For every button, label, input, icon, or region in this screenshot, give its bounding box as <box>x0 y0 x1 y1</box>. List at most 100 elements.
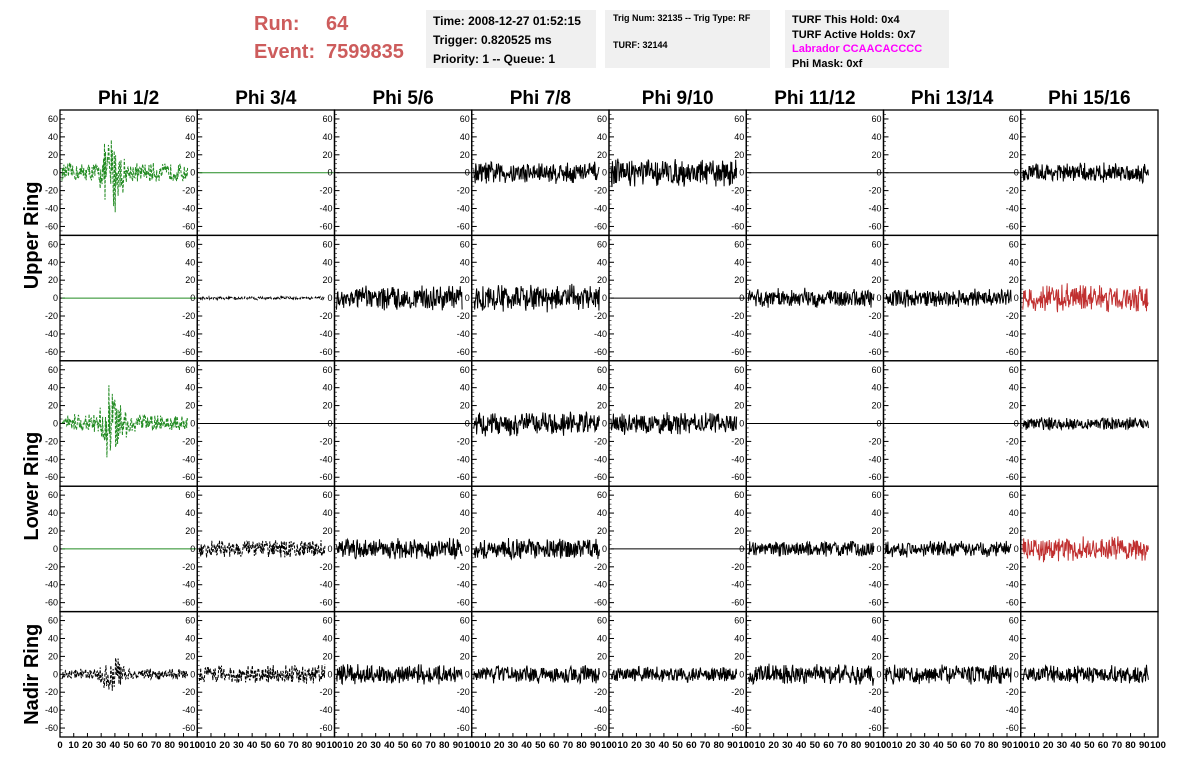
y-tick-label: -20 <box>1006 436 1019 446</box>
y-tick-label: 0 <box>602 293 607 303</box>
column-header: Phi 9/10 <box>642 88 714 109</box>
y-tick-label: -40 <box>182 454 195 464</box>
waveform-panel: 60 40 20 0 -20 -40 -60 <box>731 234 885 362</box>
y-tick-label: -40 <box>1006 580 1019 590</box>
y-tick-label: -20 <box>1006 186 1019 196</box>
y-tick-label: -20 <box>731 687 744 697</box>
x-tick-label: 20 <box>357 740 368 751</box>
waveform-panel: 60 40 20 0 -20 -40 -60 <box>319 360 473 487</box>
y-tick-label: 40 <box>734 633 744 643</box>
waveform-panel: 60 40 20 0 -20 -40 -60 <box>731 109 885 237</box>
y-tick-label: -60 <box>319 598 332 608</box>
y-tick-label: 60 <box>460 114 470 124</box>
x-tick-label: 10 <box>755 740 766 751</box>
y-tick-label: 20 <box>871 651 881 661</box>
y-tick-label: -40 <box>457 705 470 715</box>
y-tick-label: 20 <box>185 526 195 536</box>
x-tick-label: 60 <box>686 740 697 751</box>
phi-mask-text: Phi Mask: 0xf <box>792 57 863 70</box>
trigger-info-box: Trig Num: 32135 -- Trig Type: RF TURF: 3… <box>605 10 770 68</box>
y-tick-label: -60 <box>457 598 470 608</box>
y-tick-label: -40 <box>868 204 881 214</box>
column-header: Phi 5/6 <box>373 88 434 109</box>
x-tick-label: 50 <box>672 740 683 751</box>
x-tick-label: 90 <box>453 740 464 751</box>
y-tick-label: 60 <box>48 490 58 500</box>
waveform-panel: 60 40 20 0 -20 -40 -60 <box>182 109 336 237</box>
y-tick-label: -20 <box>868 687 881 697</box>
waveform-panel: 60 40 20 0 -20 -40 -60 <box>868 485 1022 613</box>
waveform-trace <box>61 139 189 213</box>
turf-hold-text: TURF This Hold: 0x4 <box>792 14 900 26</box>
y-tick-label: 20 <box>48 526 58 536</box>
x-tick-label: 70 <box>288 740 299 751</box>
y-tick-label: 0 <box>876 669 881 679</box>
y-tick-label: 40 <box>185 132 195 142</box>
y-tick-label: -40 <box>182 204 195 214</box>
y-tick-label: 60 <box>322 114 332 124</box>
y-tick-label: 60 <box>185 365 195 375</box>
y-tick-label: -20 <box>457 562 470 572</box>
y-tick-label: 20 <box>1009 526 1019 536</box>
y-tick-label: 40 <box>48 257 58 267</box>
y-tick-label: 0 <box>190 544 195 554</box>
y-tick-label: -60 <box>319 347 332 357</box>
y-tick-label: -60 <box>868 598 881 608</box>
y-tick-label: 0 <box>1014 168 1019 178</box>
x-tick-label: 60 <box>274 740 285 751</box>
x-tick-label: 20 <box>494 740 505 751</box>
y-tick-label: 0 <box>876 419 881 429</box>
waveform-trace <box>1022 664 1149 684</box>
y-tick-label: -40 <box>868 454 881 464</box>
y-tick-label: -60 <box>1006 347 1019 357</box>
y-tick-label: -60 <box>457 221 470 231</box>
y-tick-label: 20 <box>597 526 607 536</box>
y-tick-label: 40 <box>871 383 881 393</box>
waveform-panel: 60 40 20 0 -20 -40 -60 <box>45 485 198 613</box>
x-tick-label: 0 <box>1018 740 1023 751</box>
x-tick-label: 100 <box>1150 740 1166 751</box>
x-tick-label: 40 <box>796 740 807 751</box>
waveform-trace <box>1022 417 1149 432</box>
y-tick-label: 40 <box>322 383 332 393</box>
y-tick-label: 40 <box>460 132 470 142</box>
y-tick-label: 60 <box>734 114 744 124</box>
y-tick-label: 60 <box>185 490 195 500</box>
x-tick-label: 30 <box>1057 740 1068 751</box>
waveform-panel: 60 40 20 0 -20 -40 -60 <box>457 360 610 487</box>
x-tick-label: 100 <box>876 740 892 751</box>
y-tick-label: 60 <box>871 616 881 626</box>
y-tick-label: 0 <box>53 293 58 303</box>
y-tick-label: 20 <box>871 275 881 285</box>
y-tick-label: 40 <box>322 508 332 518</box>
trig-num-text: Trig Num: 32135 -- Trig Type: RF <box>613 13 751 23</box>
y-tick-label: -40 <box>319 705 332 715</box>
x-tick-label: 60 <box>412 740 423 751</box>
waveform-trace <box>473 411 600 437</box>
x-tick-label: 100 <box>327 740 343 751</box>
y-tick-label: -60 <box>594 598 607 608</box>
y-tick-label: 20 <box>322 150 332 160</box>
y-tick-label: -20 <box>319 311 332 321</box>
x-tick-label: 0 <box>469 740 474 751</box>
y-tick-label: -40 <box>319 580 332 590</box>
y-tick-label: 60 <box>322 239 332 249</box>
y-tick-label: 0 <box>327 168 332 178</box>
waveform-trace <box>747 287 875 308</box>
y-tick-label: 20 <box>185 401 195 411</box>
y-tick-label: -40 <box>45 580 58 590</box>
y-tick-label: 60 <box>322 616 332 626</box>
y-tick-label: 0 <box>876 168 881 178</box>
waveform-trace <box>747 663 875 686</box>
waveform-panel: 60 40 20 0 -20 -40 -60 <box>731 485 885 613</box>
waveform-panel: 60 40 20 0 -20 -40 -60 <box>594 485 747 613</box>
x-tick-label: 70 <box>974 740 985 751</box>
column-header: Phi 15/16 <box>1048 88 1130 109</box>
waveform-panel: 60 40 20 0 -20 -40 -60 <box>594 234 747 362</box>
y-tick-label: 20 <box>322 401 332 411</box>
y-tick-label: -40 <box>594 454 607 464</box>
x-tick-label: 80 <box>576 740 587 751</box>
